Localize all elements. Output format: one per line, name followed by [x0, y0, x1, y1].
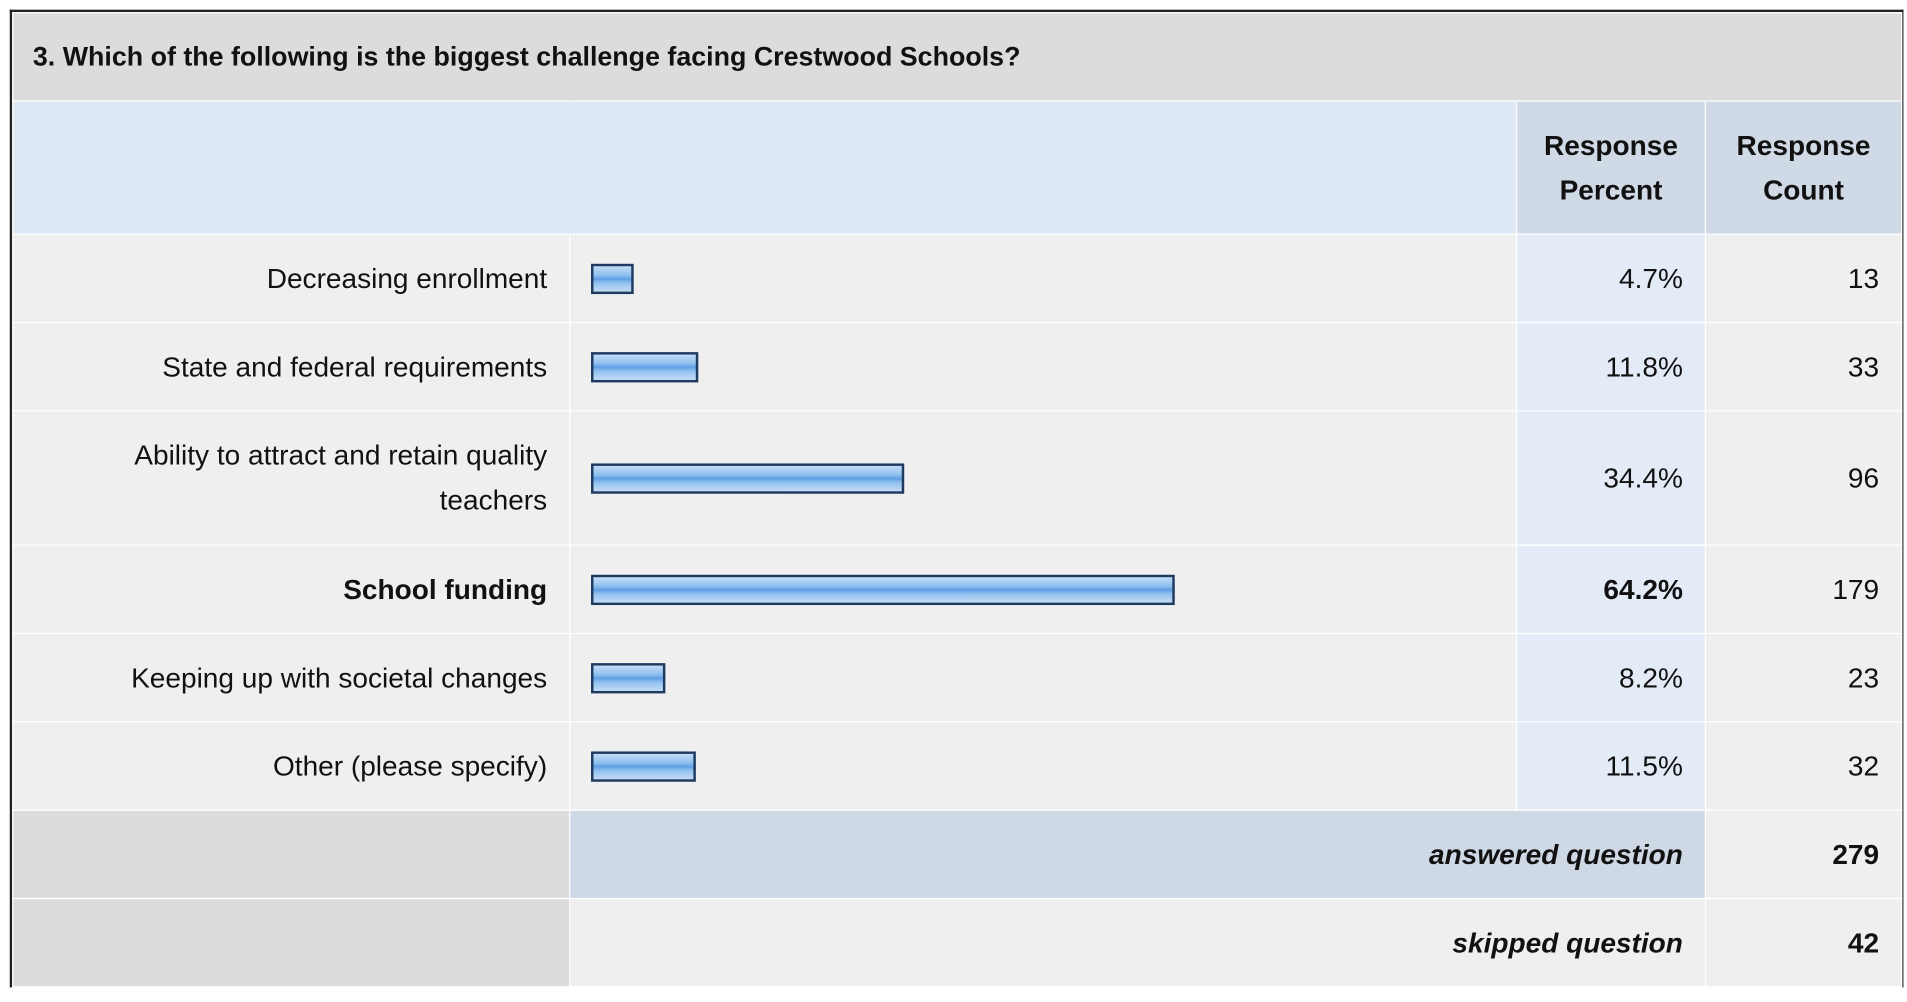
count: 23	[1704, 632, 1903, 723]
bar-cell	[569, 233, 1518, 324]
count: 96	[1704, 410, 1903, 546]
header-count: Response Count	[1704, 100, 1903, 235]
row-label: Keeping up with societal changes	[12, 632, 571, 723]
percent: 4.7%	[1515, 233, 1707, 324]
answered-row: answered question 279	[12, 809, 1903, 900]
footer-blank	[12, 897, 571, 988]
row-label: School funding	[12, 544, 571, 635]
row-label: Ability to attract and retain quality te…	[12, 410, 571, 546]
answered-label: answered question	[569, 809, 1707, 900]
percent: 11.8%	[1515, 321, 1707, 412]
row: Decreasing enrollment 4.7% 13	[12, 233, 1903, 324]
question-title: 3. Which of the following is the biggest…	[12, 12, 1903, 102]
bar	[591, 462, 904, 494]
bar-cell	[569, 721, 1518, 811]
bar	[591, 263, 634, 294]
bar-cell	[569, 632, 1518, 723]
row: Ability to attract and retain quality te…	[12, 410, 1903, 546]
row: Keeping up with societal changes 8.2% 23	[12, 632, 1903, 723]
count: 32	[1704, 721, 1903, 811]
bar	[591, 750, 696, 782]
skipped-row: skipped question 42	[12, 897, 1903, 988]
header-blank	[12, 100, 1518, 235]
skipped-count: 42	[1704, 897, 1903, 988]
bar-cell	[569, 321, 1518, 412]
row-label: Decreasing enrollment	[12, 233, 571, 324]
row: School funding 64.2% 179	[12, 544, 1903, 635]
bar-cell	[569, 410, 1518, 546]
percent: 8.2%	[1515, 632, 1707, 723]
bar-cell	[569, 544, 1518, 635]
percent: 11.5%	[1515, 721, 1707, 811]
bar	[591, 662, 666, 693]
count: 33	[1704, 321, 1903, 412]
skipped-label: skipped question	[569, 897, 1707, 988]
percent: 34.4%	[1515, 410, 1707, 546]
row: State and federal requirements 11.8% 33	[12, 321, 1903, 412]
answered-count: 279	[1704, 809, 1903, 900]
footer-blank	[12, 809, 571, 900]
percent: 64.2%	[1515, 544, 1707, 635]
header-percent: Response Percent	[1515, 100, 1707, 235]
survey-table: 3. Which of the following is the biggest…	[12, 12, 1903, 988]
survey-frame: 3. Which of the following is the biggest…	[9, 9, 1904, 988]
row: Other (please specify) 11.5% 32	[12, 721, 1903, 811]
bar	[591, 574, 1175, 605]
count: 179	[1704, 544, 1903, 635]
count: 13	[1704, 233, 1903, 324]
bar	[591, 351, 699, 382]
row-label: Other (please specify)	[12, 721, 571, 811]
row-label: State and federal requirements	[12, 321, 571, 412]
